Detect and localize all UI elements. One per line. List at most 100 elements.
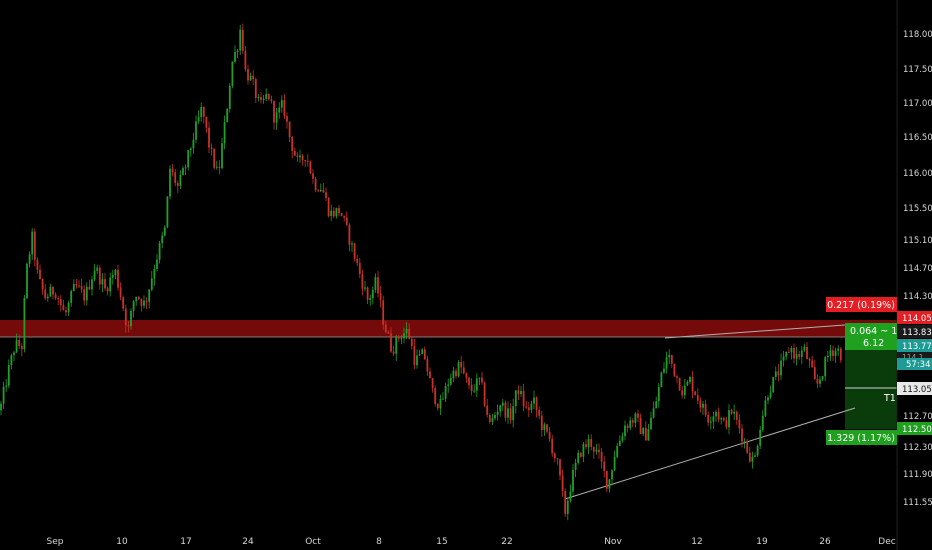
candle-body <box>455 370 457 377</box>
candle-body <box>18 340 21 347</box>
candle-body <box>252 75 255 80</box>
candle-body <box>574 462 577 470</box>
candle-body <box>397 336 400 339</box>
candle-body <box>109 277 112 292</box>
candle-body <box>816 379 819 384</box>
candle-body <box>273 101 275 123</box>
candle-body <box>221 143 223 169</box>
candle-body <box>452 370 455 379</box>
candle-body <box>158 243 161 260</box>
stop-level-value: 114.054 <box>902 314 932 324</box>
candle-body <box>774 371 777 377</box>
candle-body <box>683 385 686 396</box>
candle-body <box>759 429 762 446</box>
candle-body <box>499 405 502 412</box>
candle-body <box>577 452 580 463</box>
candle-body <box>348 224 351 245</box>
candle-body <box>54 294 57 298</box>
candle-body <box>400 338 403 340</box>
candle-body <box>309 161 312 174</box>
candle-body <box>234 52 236 62</box>
candle-body <box>798 354 801 357</box>
profit-box <box>826 430 897 445</box>
candle-body <box>613 456 616 471</box>
candle-body <box>837 348 840 351</box>
price-tick: 111.550 <box>903 498 932 508</box>
target-level-value: 113.058 <box>902 385 932 395</box>
candle-body <box>182 168 184 175</box>
candle-body <box>72 283 75 292</box>
candle-body <box>223 121 226 144</box>
candle-body <box>83 289 86 301</box>
candle-body <box>364 287 366 289</box>
candle-body <box>717 411 720 420</box>
candle-body <box>806 346 808 359</box>
price-tick: 112.700 <box>903 412 932 422</box>
candle-body <box>618 440 621 446</box>
candle-body <box>202 107 205 117</box>
candle-body <box>174 172 177 184</box>
candle-body <box>598 449 600 453</box>
candle-body <box>390 333 392 352</box>
candle-body <box>260 97 262 100</box>
candle-body <box>725 420 728 428</box>
candle-body <box>140 299 143 306</box>
candle-body <box>611 470 613 480</box>
candle-body <box>712 416 715 422</box>
candle-body <box>457 361 460 377</box>
candle-body <box>93 270 96 280</box>
candle-body <box>637 413 639 418</box>
candle-body <box>603 461 606 471</box>
candle-body <box>702 403 704 408</box>
candle-body <box>813 367 816 380</box>
candle-body <box>78 285 80 287</box>
candle-body <box>509 408 512 421</box>
candle-body <box>696 395 699 401</box>
candle-body <box>468 377 470 385</box>
candle-body <box>673 363 676 377</box>
candle-body <box>70 291 73 303</box>
candle-body <box>569 491 572 501</box>
candle-body <box>431 378 434 389</box>
candle-body <box>535 397 538 410</box>
candle-body <box>163 227 166 236</box>
candle-body <box>436 404 439 409</box>
candle-body <box>106 288 109 292</box>
cut-price-tag <box>897 352 932 362</box>
candle-body <box>787 351 790 353</box>
candle-body <box>629 420 632 429</box>
candle-body <box>265 93 268 99</box>
candle-body <box>44 289 47 299</box>
candle-body <box>800 350 803 357</box>
candle-body <box>325 192 327 198</box>
candle-body <box>439 398 442 409</box>
candle-body <box>88 286 91 290</box>
candle-body <box>135 296 138 302</box>
candle-body <box>267 93 270 100</box>
price-tick: 115.100 <box>903 236 932 246</box>
candle-body <box>751 456 754 462</box>
candle-body <box>782 356 785 361</box>
lower-trend-line <box>564 407 856 500</box>
candle-body <box>764 400 767 416</box>
candle-body <box>322 189 325 193</box>
time-tick: Oct <box>305 537 321 547</box>
candle-body <box>496 411 499 416</box>
candle-body <box>384 324 387 333</box>
candle-body <box>821 376 824 380</box>
candle-body <box>587 439 590 447</box>
upper-trend-line <box>664 324 846 339</box>
candle-body <box>59 299 62 306</box>
candle-body <box>483 382 486 406</box>
candle-body <box>104 279 106 289</box>
candle-body <box>465 373 468 378</box>
candle-body <box>387 332 390 334</box>
candle-body <box>678 377 681 391</box>
candle-body <box>592 446 595 452</box>
candle-body <box>839 348 842 361</box>
candle-body <box>522 391 525 407</box>
candle-body <box>358 262 361 275</box>
candle-body <box>780 360 782 376</box>
candle-body <box>738 419 741 429</box>
